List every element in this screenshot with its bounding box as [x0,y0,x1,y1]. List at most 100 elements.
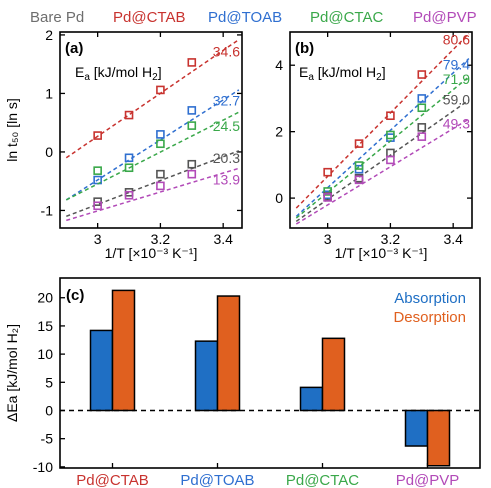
y-tick-label: 1 [45,85,53,101]
x-tick-label: 3.2 [381,231,401,247]
panel-b-xlabel: 1/T [×10⁻³ K⁻¹] [335,245,428,261]
data-point [187,169,197,179]
data-point [156,181,165,191]
panel-a: (a) Ea [kJ/mol H2] 1/T [×10⁻³ K⁻¹] ln t₅… [4,27,243,261]
y-tick-label: 4 [275,57,283,73]
data-point [124,153,134,163]
data-point [156,85,165,95]
category-label: Pd@TOAB [180,472,254,488]
bar-desorption [426,409,451,467]
data-point [93,131,102,140]
category-label: Pd@PVP [396,472,460,488]
data-point [124,110,134,120]
data-point [187,106,197,115]
ea-value-label: 24.5 [213,118,240,134]
panel-a-annotation: Ea [kJ/mol H2] [75,64,162,83]
y-tick-label: 2 [275,124,283,140]
ea-value-label: 34.6 [213,43,240,59]
legend-pd-ctab: Pd@CTAB [113,9,185,26]
ea-value-label: 13.9 [213,171,240,187]
panel-a-frame [59,31,243,229]
data-point [187,58,197,67]
panel-a-label: (a) [65,40,83,57]
x-tick-label: 3 [324,231,332,247]
bar-desorption [216,295,241,412]
bar-absorption [89,329,114,412]
panel-a-ylabel: ln t₅₀ [ln s] [4,98,20,162]
bar-absorption [404,409,429,447]
x-tick-label: 3 [94,231,102,247]
panel-a-ticks: 3 3.2 3.4 -1 0 1 2 [41,27,242,247]
data-point [386,111,395,121]
legend-pd-toab: Pd@TOAB [208,9,282,26]
ea-value-label: 59.0 [443,91,470,107]
category-label: Pd@CTAC [286,472,359,488]
top-legend: Bare Pd Pd@CTAB Pd@TOAB Pd@CTAC Pd@PVP [30,9,477,26]
data-point [417,123,427,132]
bar-absorption [299,386,324,412]
panel-b: (b) Ea [kJ/mol H2] 1/T [×10⁻³ K⁻¹] 3 3.2 3… [275,31,473,261]
y-tick-label: 5 [45,374,53,390]
data-point [354,139,364,148]
ea-value-label: 20.3 [213,150,240,166]
panel-a-marks: 34.6 32.7 24.5 20.3 13.9 [65,38,240,222]
panel-a-xlabel: 1/T [×10⁻³ K⁻¹] [105,245,198,261]
y-tick-label: 0 [45,402,53,418]
panel-b-marks: 80.6 79.471.9 59.0 49.3 [295,32,470,225]
data-point [354,161,364,170]
data-point [386,155,395,165]
bar-desorption [321,337,346,412]
data-point [124,163,134,173]
y-tick-label: 2 [45,27,53,43]
fit-line [65,111,240,201]
panel-c-ticks: -10 -5 0 5 10 15 20 Pd@CTAB Pd@TOAB Pd@CTAC Pd@PVP [33,290,460,488]
data-point [187,121,197,130]
bar-absorption [194,340,219,412]
data-point [386,130,395,140]
data-point [417,103,427,113]
category-label: Pd@CTAB [76,472,148,488]
y-tick-label: -5 [41,431,54,447]
panel-b-label: (b) [295,40,314,57]
data-point [417,94,427,103]
panel-c-ylabel: ΔEa [kJ/mol H₂] [4,324,20,422]
y-tick-label: 10 [37,346,53,362]
x-tick-label: 3.4 [443,231,463,247]
data-point [323,187,332,196]
panel-c-frame [59,277,481,469]
data-point [156,169,165,179]
fit-line [295,118,470,225]
fit-line [65,89,240,201]
legend-absorption: Absorption [394,290,466,307]
data-point [417,70,427,79]
ea-value-label: 49.3 [443,115,470,131]
data-point [156,130,165,139]
panel-c-label: (c) [66,287,84,304]
legend-pd-pvp: Pd@PVP [413,9,477,26]
legend-bare-pd: Bare Pd [30,9,84,26]
panel-b-ticks: 3 3.2 3.4 0 2 4 [275,32,472,247]
panel-b-annotation: Ea [kJ/mol H2] [299,64,386,83]
x-tick-label: 3.2 [151,231,171,247]
ea-value-label: 80.6 [443,32,470,48]
y-tick-label: -1 [41,202,54,218]
data-point [187,159,197,169]
ea-value-label: 32.7 [213,92,240,108]
y-tick-label: 20 [37,290,53,306]
panel-b-frame [289,31,473,229]
y-tick-label: 15 [37,318,53,334]
data-point [93,201,102,211]
data-point [417,132,427,141]
legend-desorption: Desorption [393,309,466,326]
data-point [124,190,134,200]
bar-desorption [111,289,136,412]
fit-line [295,58,470,217]
data-point [93,166,102,175]
data-point [323,193,332,202]
fit-line [66,167,240,222]
panel-c-marks [60,289,480,467]
y-tick-label: 0 [45,144,53,160]
fit-line [295,33,470,209]
x-tick-label: 3.4 [213,231,233,247]
